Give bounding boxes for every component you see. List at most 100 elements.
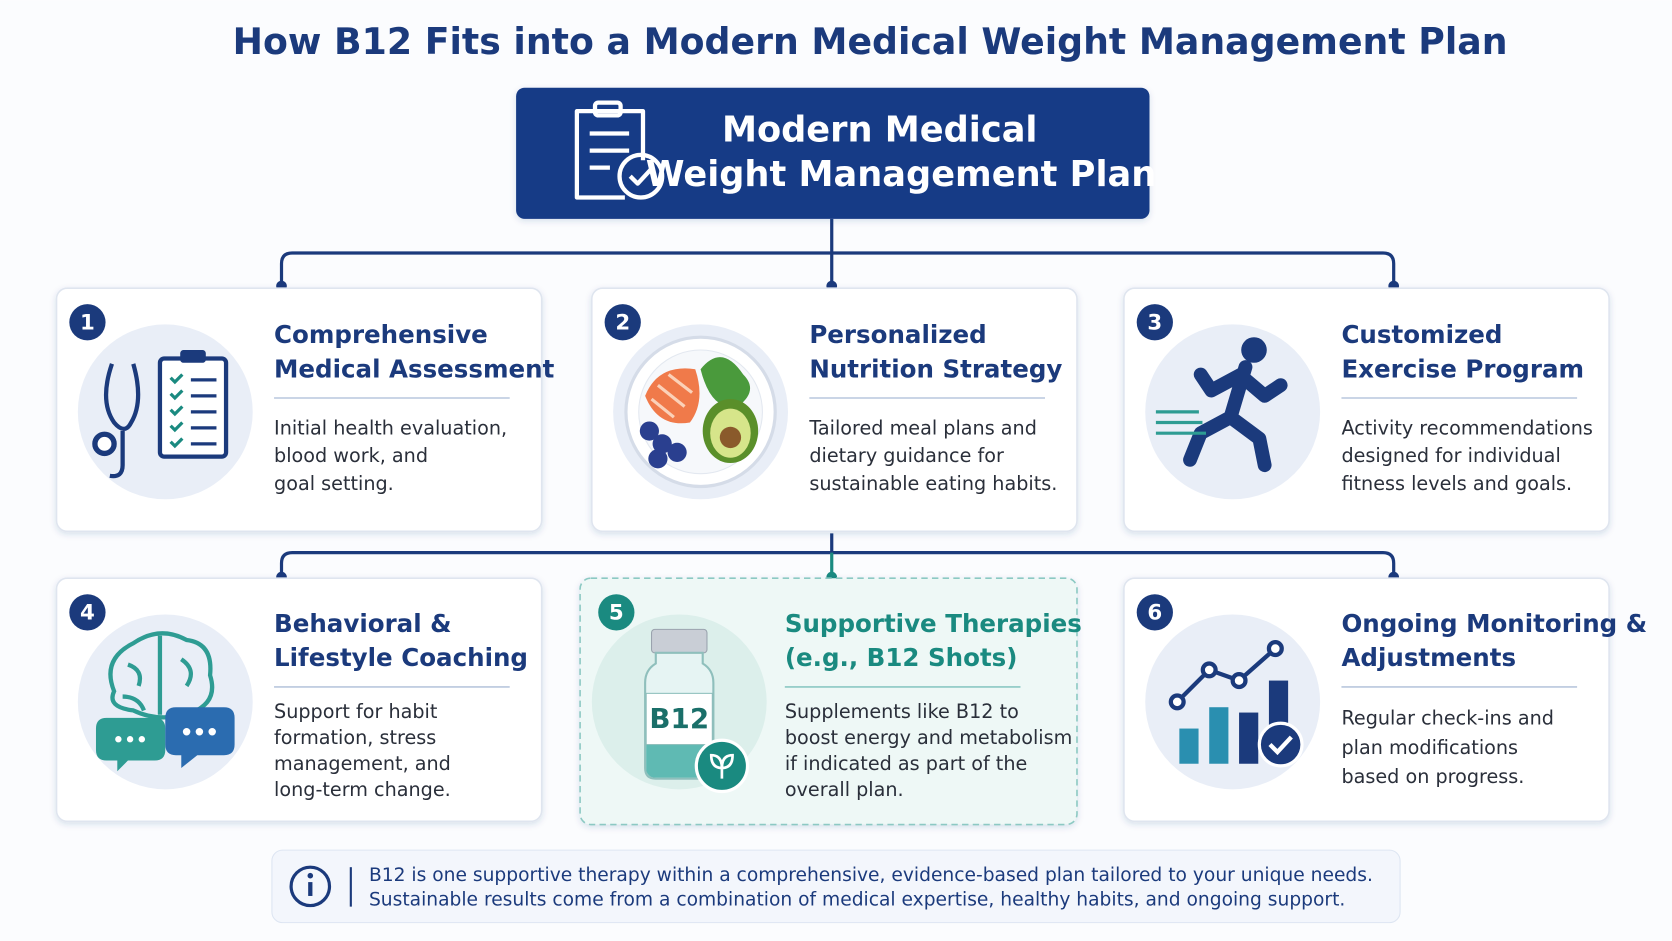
note-line: Sustainable results come from a combinat… xyxy=(369,890,1345,911)
step-description: designed for individual xyxy=(1341,444,1560,467)
step-number: 4 xyxy=(80,600,95,625)
step-card: 4 Behavioral & Lifestyle Coaching Support f… xyxy=(55,577,543,823)
step-icon: B12 xyxy=(644,628,750,794)
plan-title-line: Modern Medical xyxy=(722,109,1038,150)
step-title: Personalized xyxy=(809,320,986,349)
bubble-dot xyxy=(126,736,134,743)
blueberry xyxy=(667,442,687,462)
bottle-cap xyxy=(650,628,708,654)
bubble-dot xyxy=(138,736,146,743)
step-description: plan modifications xyxy=(1341,736,1518,759)
step-description: Tailored meal plans and xyxy=(808,416,1037,439)
trend-line xyxy=(1175,646,1277,704)
connectors xyxy=(279,218,1396,578)
bubble-dot xyxy=(195,728,204,736)
step-number-badge xyxy=(1136,304,1173,341)
clipboard xyxy=(157,356,229,459)
trend-dot xyxy=(1266,640,1284,658)
step-card: 3 Customized Exercise Program Activity reco… xyxy=(1123,287,1610,533)
salmon-lines xyxy=(650,373,694,419)
greens xyxy=(700,357,751,408)
step-description: Initial health evaluation, xyxy=(274,416,507,439)
icon-bar xyxy=(1239,712,1259,764)
clipboard-clip xyxy=(180,350,206,363)
blueberry xyxy=(648,449,668,469)
step-description: goal setting. xyxy=(274,472,394,495)
step-description: long-term change. xyxy=(274,778,451,801)
step-number: 6 xyxy=(1147,600,1162,625)
trend-dot xyxy=(1168,693,1186,711)
step-number-badge xyxy=(69,304,106,341)
stethoscope xyxy=(103,363,141,479)
icon-bar xyxy=(1209,707,1229,764)
step-title: Medical Assessment xyxy=(274,354,555,383)
cards: 1 Comprehensive Medical Assessment Initial … xyxy=(55,287,1647,826)
bottle-label xyxy=(645,692,713,746)
step-number: 1 xyxy=(80,310,95,335)
check xyxy=(169,405,184,417)
step-description: formation, stress xyxy=(274,726,436,749)
trend-dot xyxy=(1200,661,1218,679)
step-number-badge xyxy=(604,304,641,341)
info-icon xyxy=(308,882,313,896)
blueberry xyxy=(652,434,672,454)
plan-box xyxy=(516,87,1150,219)
bubble xyxy=(165,707,235,769)
plan-title-line: Weight Management Plan xyxy=(646,154,1156,195)
step-card: 1 Comprehensive Medical Assessment Initial … xyxy=(55,287,555,533)
step-description: management, and xyxy=(274,752,451,775)
leaf xyxy=(709,753,734,779)
step-description: boost energy and metabolism xyxy=(785,726,1072,749)
step-title: Adjustments xyxy=(1341,643,1516,672)
step-description: blood work, and xyxy=(274,444,428,467)
connector-bottom xyxy=(279,533,1396,578)
check xyxy=(169,389,184,401)
step-title: Lifestyle Coaching xyxy=(274,643,528,672)
step-icon xyxy=(92,350,229,479)
brain xyxy=(108,631,215,720)
step-icon xyxy=(1155,337,1288,473)
note-line: B12 is one supportive therapy within a c… xyxy=(369,865,1373,886)
note-box xyxy=(271,849,1401,924)
runner-head xyxy=(1241,337,1267,363)
step-card: 6 Ongoing Monitoring & Adjustments Regular … xyxy=(1123,577,1647,823)
step-icon xyxy=(1168,640,1304,768)
bubble xyxy=(95,717,166,772)
step-icon xyxy=(95,631,235,772)
step-description: overall plan. xyxy=(785,778,904,801)
step-description: Activity recommendations xyxy=(1341,416,1592,439)
bubble-dot xyxy=(208,728,216,736)
step-description: Supplements like B12 to xyxy=(785,700,1019,723)
trend-dot xyxy=(1230,672,1248,690)
step-card: 5 B12 Supportive Therapies (e.g., B12 Shots… xyxy=(579,577,1082,826)
step-icon xyxy=(624,335,777,489)
clipboard-icon xyxy=(574,100,665,200)
step-description: Regular check-ins and xyxy=(1341,706,1553,729)
connector-top xyxy=(279,218,1396,285)
check xyxy=(169,373,184,385)
step-number: 3 xyxy=(1147,310,1162,335)
step-number-badge xyxy=(69,594,106,631)
step-title: Supportive Therapies xyxy=(785,609,1082,638)
check xyxy=(169,437,184,449)
step-title: Nutrition Strategy xyxy=(809,354,1062,383)
step-number-badge xyxy=(598,594,635,631)
check xyxy=(1268,735,1293,756)
step-description: if indicated as part of the xyxy=(785,752,1027,775)
check-badge xyxy=(1257,721,1304,768)
step-number-badge xyxy=(1136,594,1173,631)
step-description: Support for habit xyxy=(274,700,438,723)
step-description: sustainable eating habits. xyxy=(809,472,1057,495)
bottle-label-text: B12 xyxy=(649,702,709,735)
step-description: based on progress. xyxy=(1341,765,1524,788)
runner-body xyxy=(1183,360,1288,473)
bubble-dot xyxy=(115,736,122,743)
step-number: 5 xyxy=(609,600,624,625)
step-title: Customized xyxy=(1341,320,1502,349)
check xyxy=(169,421,184,433)
stethoscope xyxy=(92,431,117,457)
avocado-pit xyxy=(719,426,742,449)
icon-bar xyxy=(1179,728,1199,764)
